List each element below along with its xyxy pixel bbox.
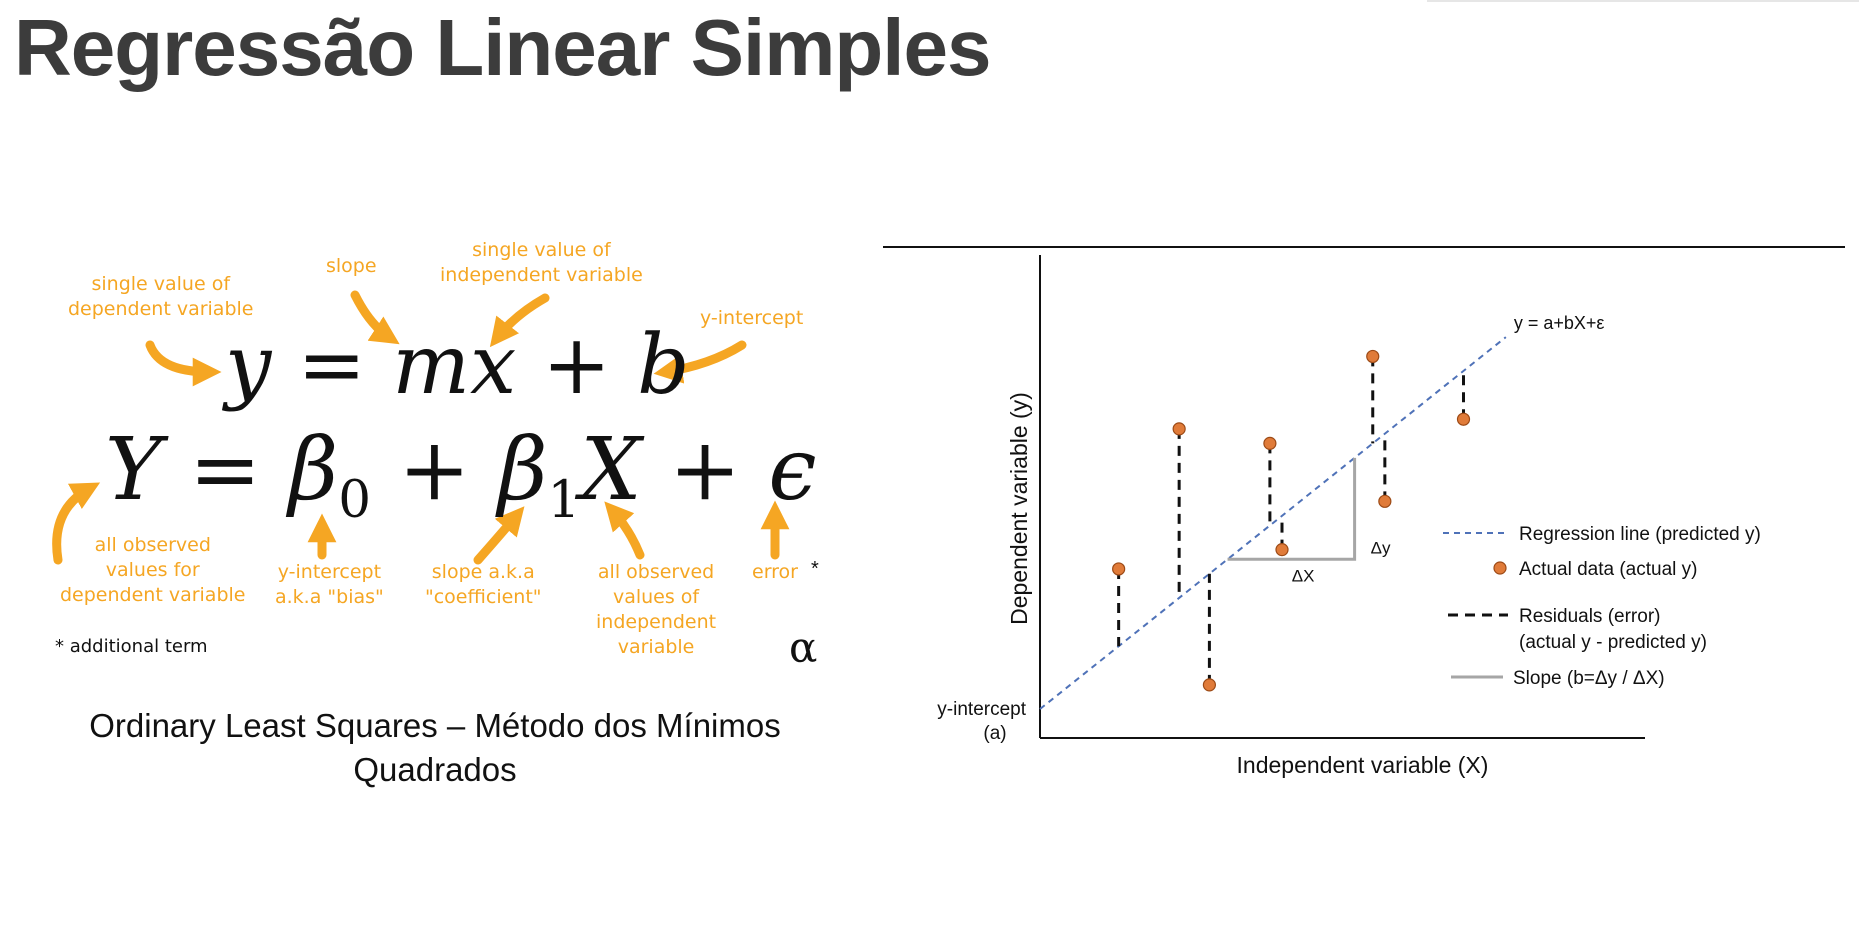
data-point-5 [1275, 543, 1289, 557]
arrow-y-intercept [653, 340, 747, 384]
annotation-slope: slope [326, 255, 377, 277]
caption-line-1: Ordinary Least Squares – Método dos Míni… [89, 707, 781, 744]
arrow-single-dep [145, 340, 222, 387]
arrow-all-obs-indep [604, 501, 645, 560]
data-point-1 [1112, 562, 1126, 576]
annotation-intercept-bias: y-intercept a.k.a "bias" [275, 561, 384, 608]
equation-regression: Y = β0 + β1X + ϵ [105, 420, 817, 531]
annotation-y-intercept: y-intercept [700, 307, 804, 329]
y-intercept-sub-label: (a) [983, 723, 1006, 744]
regression-equation-label: y = a+bX+ε [1514, 313, 1605, 333]
arrow-single-indep [489, 293, 550, 348]
regression-line [1039, 336, 1507, 710]
data-point-8 [1456, 412, 1471, 426]
annotation-all-obs-dep: all observed values for dependent variab… [60, 534, 246, 606]
data-point-2 [1172, 422, 1186, 436]
x-axis-label: Independent variable (X) [1237, 752, 1489, 778]
legend-residual-label-2: (actual y - predicted y) [1519, 632, 1707, 653]
legend-data-label: Actual data (actual y) [1519, 559, 1697, 580]
annotation-error: error [752, 561, 798, 583]
y-intercept-label: y-intercept [937, 699, 1026, 720]
chart-layer: Independent variable (X) Dependent variab… [937, 255, 1761, 778]
equation-simple: y = mx + b [225, 318, 690, 413]
top-divider [1427, 0, 1859, 2]
caption-line-2: Quadrados [353, 751, 517, 788]
legend-slope-label: Slope (b=Δy / ΔX) [1513, 668, 1665, 689]
data-point-6 [1366, 349, 1380, 364]
annotation-single-dep: single value of dependent variable [68, 273, 254, 320]
legend-data-swatch [1493, 561, 1507, 575]
additional-term-note: * additional term [55, 636, 208, 657]
arrow-slope-coef [473, 506, 525, 565]
data-point-4 [1263, 436, 1277, 450]
data-point-3 [1202, 678, 1217, 692]
alpha-symbol: α [789, 623, 818, 672]
slide-title: Regressão Linear Simples [14, 3, 991, 92]
delta-x-label: ΔX [1292, 566, 1315, 585]
error-star: * [811, 558, 819, 580]
annotation-arrows [52, 290, 790, 565]
annotation-slope-coef: slope a.k.a "coefficient" [425, 561, 542, 608]
legend-regression-label: Regression line (predicted y) [1519, 524, 1761, 545]
data-point-7 [1378, 494, 1392, 508]
legend-residual-label: Residuals (error) [1519, 606, 1660, 627]
caption: Ordinary Least Squares – Método dos Míni… [30, 704, 840, 792]
delta-y-label: Δy [1371, 539, 1391, 558]
annotation-single-indep: single value of independent variable [440, 239, 643, 286]
y-axis-label: Dependent variable (y) [1006, 392, 1032, 625]
annotation-all-obs-indep: all observed values of independent varia… [596, 561, 717, 658]
arrow-slope [350, 290, 400, 345]
slope-triangle [1227, 457, 1357, 561]
arrow-all-obs-dep [52, 482, 101, 565]
